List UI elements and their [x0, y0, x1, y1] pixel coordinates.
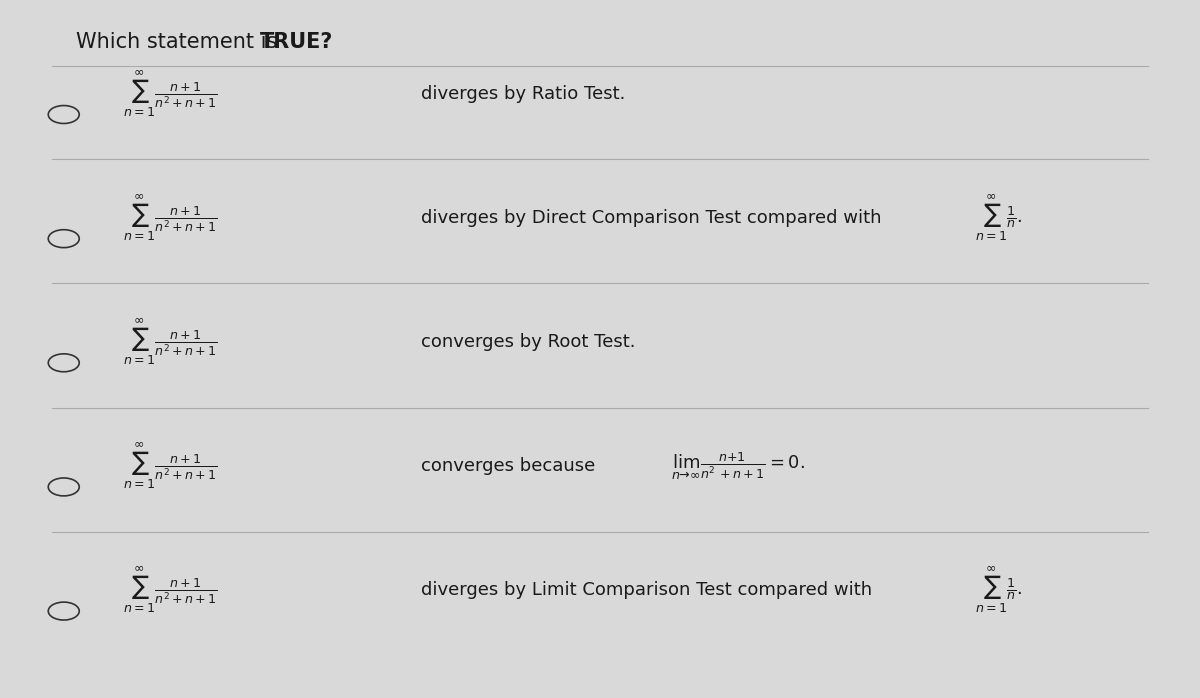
Text: $\lim_{n\to\infty} \frac{n+1}{n^2+n+1} = 0.$: $\lim_{n\to\infty} \frac{n+1}{n^2+n+1} =… — [672, 451, 805, 482]
Text: diverges by Ratio Test.: diverges by Ratio Test. — [421, 85, 625, 103]
Text: $\sum_{n=1}^{\infty} \frac{n+1}{n^2+n+1}$: $\sum_{n=1}^{\infty} \frac{n+1}{n^2+n+1}… — [124, 317, 218, 367]
Text: $\sum_{n=1}^{\infty} \frac{1}{n}.$: $\sum_{n=1}^{\infty} \frac{1}{n}.$ — [976, 565, 1022, 616]
Text: diverges by Direct Comparison Test compared with: diverges by Direct Comparison Test compa… — [421, 209, 882, 227]
Text: $\sum_{n=1}^{\infty} \frac{n+1}{n^2+n+1}$: $\sum_{n=1}^{\infty} \frac{n+1}{n^2+n+1}… — [124, 68, 218, 119]
Text: diverges by Limit Comparison Test compared with: diverges by Limit Comparison Test compar… — [421, 581, 872, 600]
Text: $\sum_{n=1}^{\infty} \frac{n+1}{n^2+n+1}$: $\sum_{n=1}^{\infty} \frac{n+1}{n^2+n+1}… — [124, 565, 218, 616]
Text: converges because: converges because — [421, 457, 595, 475]
Text: converges by Root Test.: converges by Root Test. — [421, 333, 636, 351]
Text: TRUE?: TRUE? — [260, 31, 334, 52]
Text: $\sum_{n=1}^{\infty} \frac{n+1}{n^2+n+1}$: $\sum_{n=1}^{\infty} \frac{n+1}{n^2+n+1}… — [124, 193, 218, 243]
Text: $\sum_{n=1}^{\infty} \frac{1}{n}.$: $\sum_{n=1}^{\infty} \frac{1}{n}.$ — [976, 193, 1022, 243]
Text: $\sum_{n=1}^{\infty} \frac{n+1}{n^2+n+1}$: $\sum_{n=1}^{\infty} \frac{n+1}{n^2+n+1}… — [124, 441, 218, 491]
Text: Which statement is: Which statement is — [76, 31, 283, 52]
